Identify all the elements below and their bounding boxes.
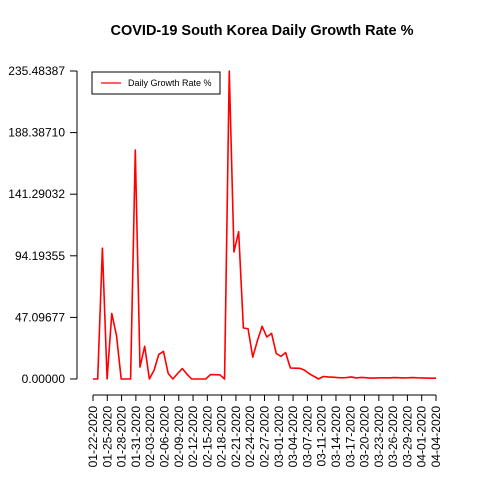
legend: Daily Growth Rate % bbox=[92, 72, 220, 94]
y-tick-label: 47.09677 bbox=[15, 310, 65, 324]
x-axis: 01-22-2020 01-25-2020 01-28-2020 01-31-2020… bbox=[86, 395, 443, 467]
y-tick-label: 94.19355 bbox=[15, 249, 65, 263]
x-tick-label: 01-22-2020 bbox=[86, 406, 100, 468]
x-tick-label: 02-06-2020 bbox=[157, 406, 171, 468]
y-tick-label: 235.48387 bbox=[8, 64, 65, 78]
x-tick-label: 02-12-2020 bbox=[186, 406, 200, 468]
x-tick-label: 03-26-2020 bbox=[386, 406, 400, 468]
legend-label: Daily Growth Rate % bbox=[128, 78, 212, 88]
x-tick-label: 03-07-2020 bbox=[300, 406, 314, 468]
y-axis: 0.00000 47.09677 94.19355 141.29032 188.3871… bbox=[8, 64, 77, 386]
x-tick-label: 02-18-2020 bbox=[215, 406, 229, 468]
y-tick-label: 188.38710 bbox=[8, 126, 65, 140]
y-tick-label: 141.29032 bbox=[8, 187, 65, 201]
x-tick-label: 03-20-2020 bbox=[358, 406, 372, 468]
x-tick-label: 03-04-2020 bbox=[286, 406, 300, 468]
series-group bbox=[93, 71, 436, 379]
x-tick-label: 02-27-2020 bbox=[258, 406, 272, 468]
chart-title: COVID-19 South Korea Daily Growth Rate % bbox=[111, 23, 414, 39]
x-tick-label: 02-03-2020 bbox=[143, 406, 157, 468]
x-tick-label: 01-31-2020 bbox=[129, 406, 143, 468]
x-tick-label: 02-21-2020 bbox=[229, 406, 243, 468]
x-tick-label: 01-28-2020 bbox=[115, 406, 129, 468]
y-tick-label: 0.00000 bbox=[22, 372, 66, 386]
x-tick-label: 03-17-2020 bbox=[343, 406, 357, 468]
x-tick-label: 03-14-2020 bbox=[329, 406, 343, 468]
x-tick-label: 03-29-2020 bbox=[400, 406, 414, 468]
x-tick-label: 03-11-2020 bbox=[315, 406, 329, 467]
x-tick-label: 04-01-2020 bbox=[415, 406, 429, 468]
x-tick-label: 03-01-2020 bbox=[272, 406, 286, 468]
x-tick-label: 02-24-2020 bbox=[243, 406, 257, 468]
series-line bbox=[93, 71, 436, 379]
x-tick-label: 04-04-2020 bbox=[429, 406, 443, 468]
x-tick-label: 02-09-2020 bbox=[172, 406, 186, 468]
x-tick-label: 01-25-2020 bbox=[100, 406, 114, 468]
x-tick-label: 02-15-2020 bbox=[200, 406, 214, 468]
x-tick-label: 03-23-2020 bbox=[372, 406, 386, 468]
